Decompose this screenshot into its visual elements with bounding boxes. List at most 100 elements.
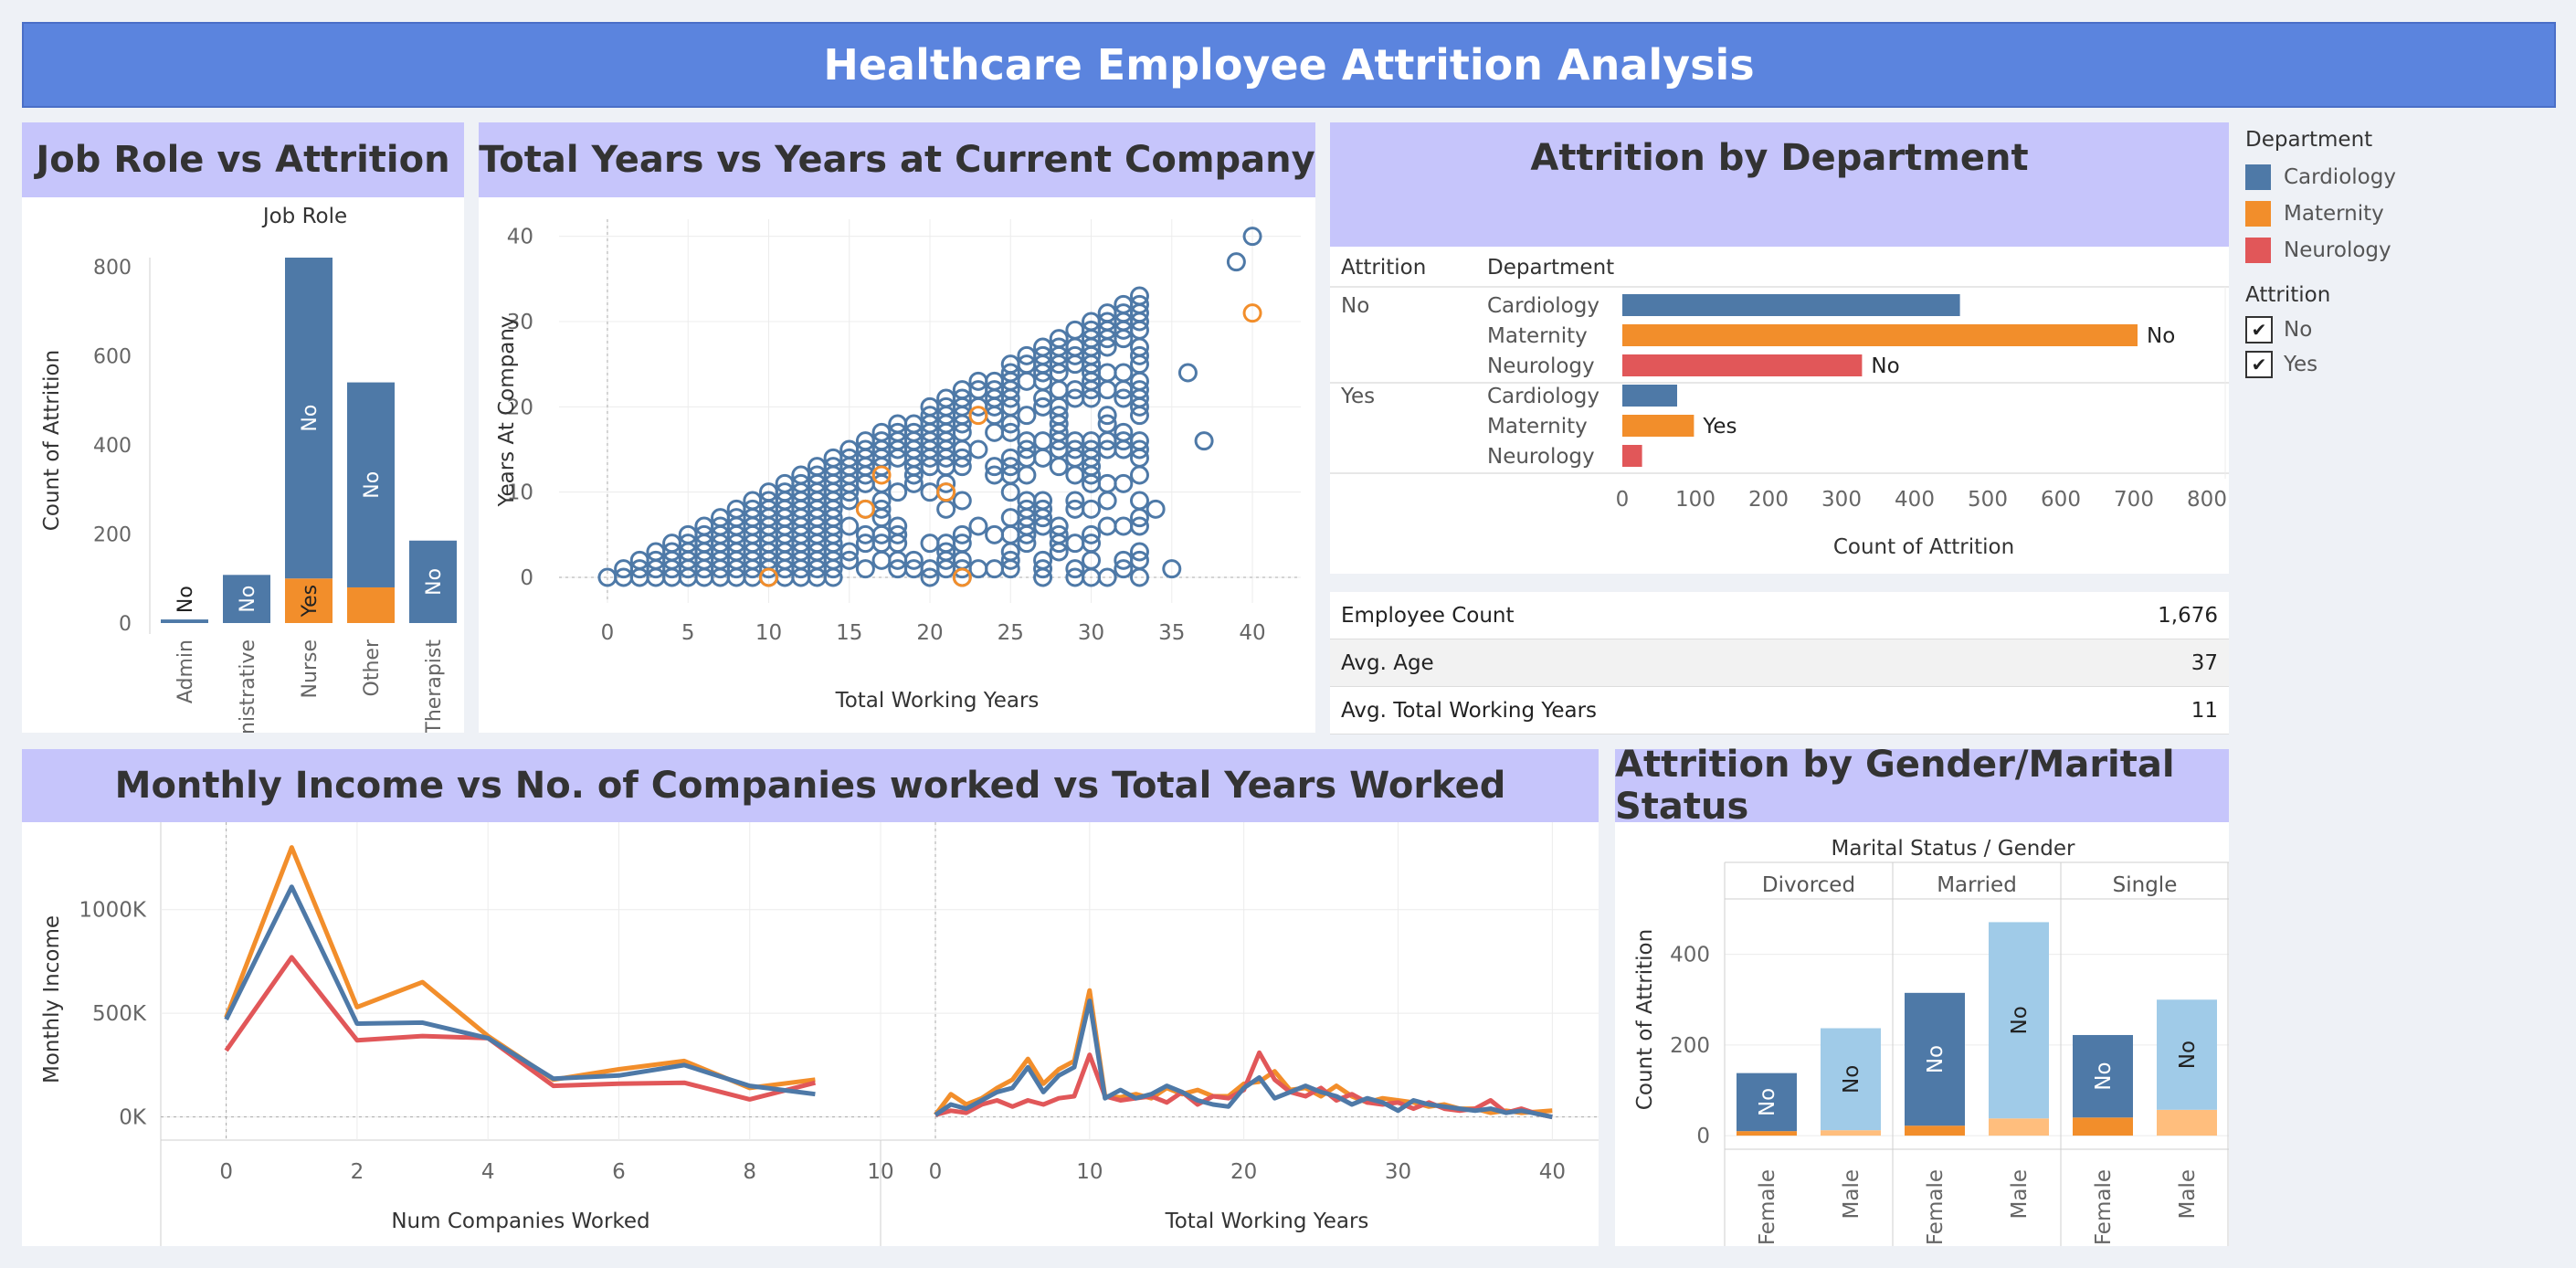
attrition-filter-no[interactable]: ✔ No: [2245, 312, 2556, 347]
bar-label: No: [2092, 1062, 2116, 1090]
scatter-point: [952, 524, 972, 544]
scatter-point: [1097, 380, 1117, 400]
kpi-label: Employee Count: [1341, 603, 1515, 628]
x-tick-label: 0: [219, 1160, 233, 1184]
kpi-value: 37: [2191, 650, 2218, 675]
scatter-point: [1194, 431, 1214, 451]
x-tick-label: 500: [1968, 488, 2008, 512]
bar-segment-yes: [285, 578, 333, 623]
scatter-point: [1226, 252, 1246, 272]
scatter-point-yes: [1242, 303, 1262, 323]
x-tick-label: 35: [1158, 621, 1185, 645]
group-label: Divorced: [1762, 873, 1855, 897]
scatter-point: [1017, 439, 1037, 460]
scatter-point: [903, 550, 924, 570]
y-tick-label: 800: [93, 257, 132, 280]
bar-segment-no: [409, 540, 457, 623]
legend-label: Maternity: [2284, 202, 2384, 226]
scatter-point: [1129, 345, 1149, 365]
y-axis-label: Years At Company: [495, 315, 519, 507]
scatter-point: [1000, 550, 1020, 570]
attrition-filter-yes[interactable]: ✔ Yes: [2245, 347, 2556, 382]
kpi-label: Avg. Total Working Years: [1341, 698, 1598, 723]
y-tick-label: 200: [1670, 1034, 1710, 1058]
kpi-label: Avg. Age: [1341, 650, 1434, 675]
bar-segment-yes: [1737, 1131, 1797, 1136]
kpi-table: Employee Count 1,676 Avg. Age 37 Avg. To…: [1330, 592, 2229, 734]
kpi-value: 11: [2191, 698, 2218, 723]
scatter-point: [952, 388, 972, 408]
bar-label: No: [1871, 354, 1899, 378]
x-axis-label: Total Working Years: [1165, 1210, 1369, 1233]
scatter-point: [1097, 491, 1117, 511]
y-tick-label: 10: [507, 481, 533, 505]
scatter-point: [952, 491, 972, 511]
scatter-point: [1129, 380, 1149, 400]
gender-chart: Marital Status / Gender Count of Attritio…: [1633, 837, 2229, 1246]
x-tick-label: 200: [1748, 488, 1789, 512]
x-tick-label: 4: [481, 1160, 495, 1184]
y-tick-label: 40: [507, 226, 533, 249]
bar-segment-yes: [1905, 1125, 1965, 1136]
scatter-point: [839, 516, 860, 536]
row-label: Maternity: [1487, 415, 1588, 439]
scatter-point: [1033, 431, 1053, 451]
filter-label: No: [2284, 318, 2313, 342]
scatter-point: [1114, 516, 1134, 536]
x-tick-label: 5: [681, 621, 695, 645]
bar: [1622, 445, 1642, 467]
scatter-point-yes: [936, 482, 956, 502]
panel-title: Attrition by Gender/Marital Status: [1615, 744, 2229, 828]
scatter-chart: 0 5 10 15 20 25 30 35 40 0 10 20 30 40 Total Working Y…: [495, 219, 1301, 713]
scatter-point: [1065, 559, 1085, 579]
bar: [1622, 385, 1677, 407]
scatter-point: [888, 482, 908, 502]
x-tick-label: 25: [998, 621, 1024, 645]
bar-label: No: [2147, 324, 2175, 348]
scatter-point: [1082, 524, 1102, 544]
scatter-point: [839, 550, 860, 570]
x-tick-label: Other: [361, 639, 384, 696]
legend-item-maternity[interactable]: Maternity: [2245, 195, 2556, 232]
bar-label: No: [237, 586, 259, 613]
y-tick-label: 0K: [119, 1106, 147, 1130]
x-tick-label: 100: [1675, 488, 1716, 512]
x-axis-label: Count of Attrition: [1833, 535, 2014, 559]
bar-segment-yes: [2073, 1117, 2133, 1136]
bar-segment-yes: [2157, 1109, 2217, 1136]
column-header: Department: [1487, 256, 1614, 280]
bar-segment-no: [1989, 922, 2049, 1119]
income-chart: 0K 500K 1000K Monthly Income 0 2 4 6 8 10 Num Comp…: [40, 822, 1599, 1246]
x-tick-label: Female: [1756, 1169, 1779, 1245]
legend-title: Attrition: [2245, 283, 2331, 307]
legend-item-neurology[interactable]: Neurology: [2245, 232, 2556, 269]
legend-item-cardiology[interactable]: Cardiology: [2245, 159, 2556, 195]
scatter-point: [1129, 491, 1149, 511]
y-tick-label: 200: [93, 523, 132, 546]
y-tick-label: 400: [93, 435, 132, 458]
scatter-point: [1129, 516, 1149, 536]
scatter-point: [1017, 371, 1037, 391]
x-axis-label: Total Working Years: [835, 689, 1040, 713]
row-label: Neurology: [1487, 445, 1595, 469]
y-tick-label: 1000K: [79, 899, 147, 923]
line-series-maternity: [224, 845, 816, 1091]
scatter-point: [968, 516, 988, 536]
scatter-point: [1000, 363, 1020, 383]
scatter-point: [1097, 363, 1117, 383]
scatter-point: [1129, 286, 1149, 306]
scatter-point-yes: [758, 567, 778, 587]
group-label: Yes: [1340, 385, 1375, 408]
x-tick-label: 10: [1076, 1160, 1103, 1184]
scatter-point: [1114, 363, 1134, 383]
row-label: Maternity: [1487, 324, 1588, 348]
scatter-point: [985, 524, 1005, 544]
bar-label: Yes: [299, 585, 322, 618]
gender-panel: Attrition by Gender/Marital Status Marit…: [1615, 744, 2229, 1246]
checkbox-checked-icon[interactable]: ✔: [2245, 351, 2273, 378]
checkbox-checked-icon[interactable]: ✔: [2245, 316, 2273, 343]
legend-swatch: [2245, 238, 2271, 263]
scatter-point: [1049, 329, 1069, 349]
bar-label: No: [299, 405, 322, 432]
department-panel: Attrition by Department Attrition Departm…: [1330, 122, 2229, 574]
